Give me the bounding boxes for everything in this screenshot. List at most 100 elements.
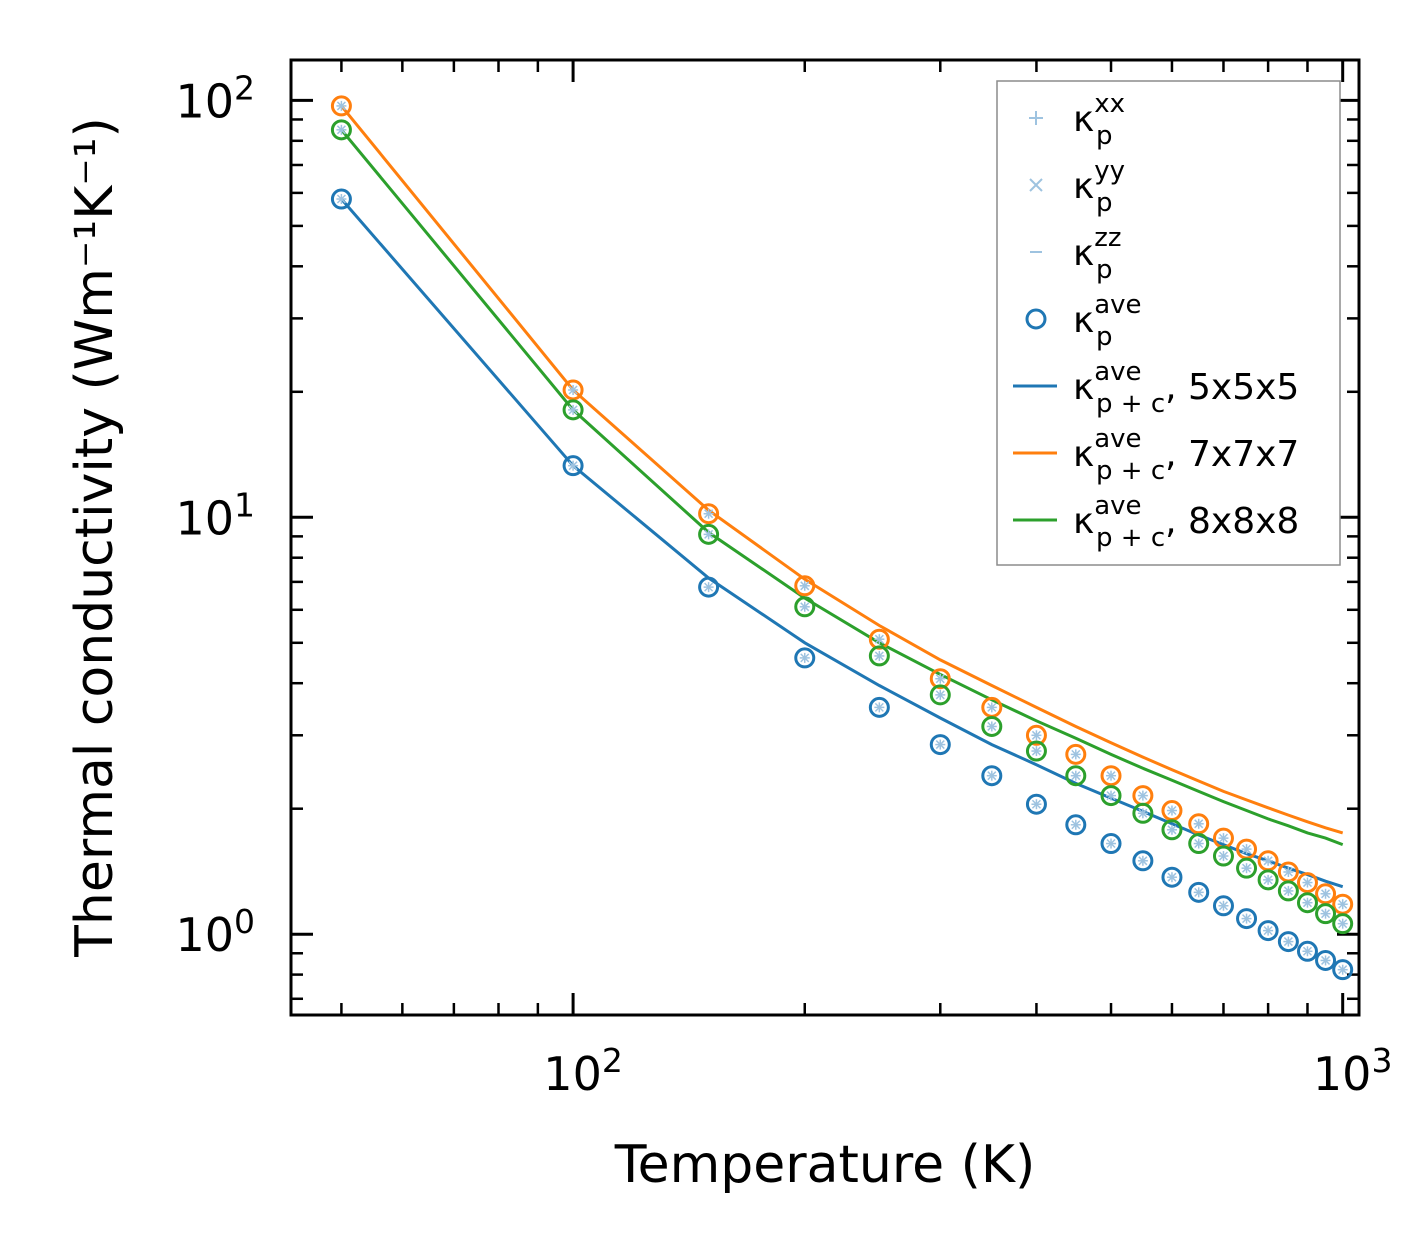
kappa-yy-marker	[1106, 771, 1116, 781]
kappa-ave-marker	[1277, 931, 1299, 953]
kappa-yy-marker	[1283, 867, 1293, 877]
series-line	[340, 128, 1344, 847]
kappa-ave-marker	[981, 765, 1003, 787]
kappa-ave-marker	[1161, 866, 1183, 888]
y-tick-label: 100	[175, 902, 255, 962]
kappa-ave-marker	[794, 647, 816, 669]
kappa-ave-marker	[794, 575, 816, 597]
kappa-yy-marker	[1338, 919, 1348, 929]
kappa-yy-marker	[1031, 799, 1041, 809]
kappa-yy-marker	[800, 602, 810, 612]
kappa-yy-marker	[568, 385, 578, 395]
kappa-ave-marker	[562, 379, 584, 401]
kappa-yy-marker	[1338, 965, 1348, 975]
kappa-yy-marker	[1071, 749, 1081, 759]
kappa-yy-marker	[987, 702, 997, 712]
kappa-yy-marker	[1071, 771, 1081, 781]
kappa-ave-marker	[1315, 883, 1337, 905]
legend-entry-label: κave p + c, 7x7x7	[1073, 424, 1299, 486]
legend-circle-marker	[1025, 308, 1047, 330]
kappa-yy-marker	[1321, 889, 1331, 899]
kappa-yy-marker	[704, 529, 714, 539]
plot-frame	[289, 58, 1361, 1017]
kappa-ave-marker	[562, 399, 584, 421]
kappa-yy-marker	[987, 721, 997, 731]
y-axis-label: Thermal conductivity (Wm⁻¹K⁻¹)	[65, 117, 125, 958]
kappa-ave-marker	[1132, 850, 1154, 872]
kappa-yy-marker	[800, 581, 810, 591]
kappa-ave-marker	[1025, 740, 1047, 762]
kappa-ave-marker	[1188, 833, 1210, 855]
kappa-yy-marker	[1031, 730, 1041, 740]
kappa-ave-marker	[330, 119, 352, 141]
kappa-yy-marker	[1218, 833, 1229, 843]
series-lines	[340, 104, 1344, 889]
kappa-yy-marker	[336, 194, 346, 204]
kappa-yy-marker	[1106, 838, 1116, 849]
kappa-ave-marker	[929, 684, 951, 706]
kappa-ave-marker	[1100, 765, 1122, 787]
kappa-yy-marker	[1263, 926, 1273, 936]
kappa-ave-marker	[1212, 895, 1234, 917]
kappa-ave-marker	[1025, 724, 1047, 746]
y-tick-label: 102	[175, 68, 255, 128]
kappa-yy-marker	[935, 674, 945, 684]
kappa-yy-marker	[336, 125, 346, 135]
y-tick-label: 101	[175, 485, 255, 545]
kappa-ave-marker	[981, 715, 1003, 737]
kappa-yy-marker	[1302, 946, 1313, 956]
kappa-yy-marker	[1218, 851, 1229, 861]
kappa-yy-marker	[1218, 901, 1229, 911]
kappa-yy-marker	[1338, 899, 1348, 909]
kappa-yy-marker	[1283, 886, 1293, 896]
kappa-ave-marker	[1161, 819, 1183, 841]
kappa-yy-marker	[800, 653, 810, 663]
kappa-ave-marker	[1332, 959, 1354, 981]
kappa-ave-marker	[1332, 913, 1354, 935]
kappa-yy-marker	[1321, 955, 1331, 965]
kappa-yy-marker	[568, 405, 578, 415]
kappa-ave-marker	[1065, 814, 1087, 836]
kappa-yy-marker	[1242, 863, 1252, 873]
legend-cross-marker	[1029, 178, 1043, 192]
kappa-yy-marker	[1167, 805, 1177, 816]
kappa-yy-marker	[1194, 819, 1204, 829]
legend-entry-label: κzz p	[1073, 223, 1122, 285]
kappa-ave-marker	[698, 523, 720, 545]
kappa-ave-marker	[1132, 802, 1154, 824]
kappa-yy-marker	[1031, 746, 1041, 756]
kappa-yy-marker	[336, 101, 346, 111]
kappa-ave-marker	[698, 576, 720, 598]
kappa-yy-marker	[1242, 844, 1252, 854]
series-line	[340, 104, 1344, 835]
kappa-ave-marker	[1315, 903, 1337, 925]
kappa-yy-marker	[874, 651, 884, 661]
kappa-ave-marker	[1296, 872, 1318, 894]
series-line	[340, 198, 1344, 889]
kappa-ave-marker	[929, 734, 951, 756]
kappa-ave-marker	[562, 455, 584, 477]
legend-entry-label: κave p + c, 8x8x8	[1073, 491, 1299, 553]
kappa-yy-marker	[1242, 914, 1252, 924]
kappa-ave-marker	[1188, 813, 1210, 835]
legend-entry-label: κxx p	[1073, 89, 1125, 151]
series-markers	[330, 95, 1354, 981]
kappa-ave-marker	[1257, 869, 1279, 891]
tick-labels: 102 103 100 101 102	[175, 68, 1392, 1101]
x-tick-label: 103	[1313, 1041, 1393, 1101]
kappa-ave-marker	[1257, 920, 1279, 942]
kappa-ave-marker	[698, 503, 720, 525]
kappa-ave-marker	[1296, 940, 1318, 962]
kappa-ave-marker	[1212, 845, 1234, 867]
kappa-yy-marker	[1283, 937, 1293, 947]
legend-entry-label: κyy p	[1073, 156, 1125, 218]
kappa-ave-marker	[929, 668, 951, 690]
kappa-ave-marker	[1296, 892, 1318, 914]
kappa-yy-marker	[1194, 887, 1204, 897]
kappa-yy-marker	[1138, 791, 1148, 801]
kappa-ave-marker	[330, 95, 352, 117]
kappa-yy-marker	[935, 740, 945, 750]
kappa-yy-marker	[1138, 856, 1148, 866]
